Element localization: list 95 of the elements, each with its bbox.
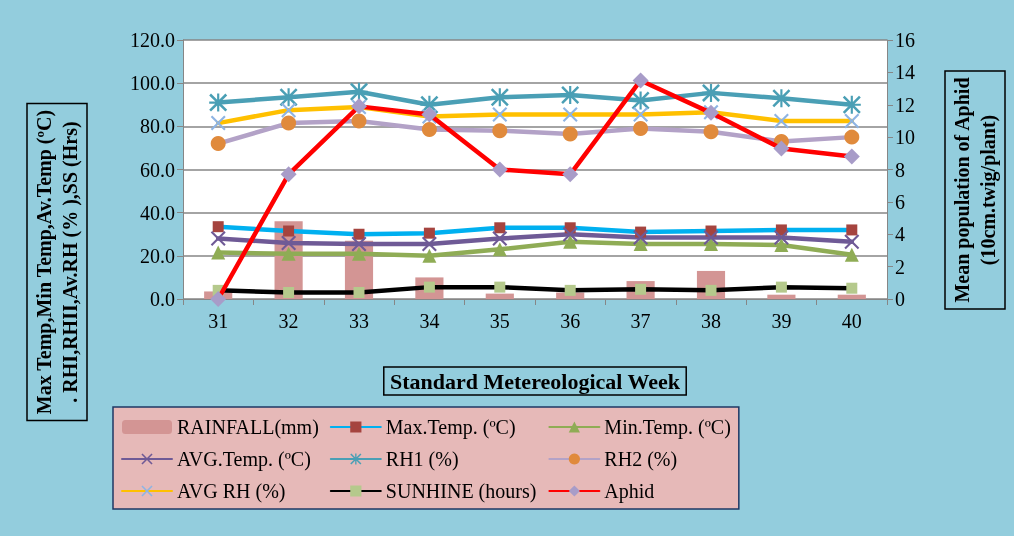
point (562, 126, 578, 142)
y2-tick-label: 8 (895, 158, 905, 181)
point (351, 113, 367, 129)
point (703, 124, 719, 140)
y2-tick-label: 12 (895, 93, 915, 116)
point (774, 238, 789, 253)
bar (485, 293, 514, 299)
point (281, 246, 296, 261)
y-axis-title: Max Temp,Min Temp,Av.Temp (ºC) . RHI,RHII,Av.RH (% ),SS (Hrs) (33, 109, 82, 415)
point (564, 284, 576, 296)
x-tick-label: 37 (630, 310, 651, 332)
point (844, 234, 860, 250)
y2-tick-label: 14 (895, 61, 915, 84)
legend-label: AVG.Temp. (ºC) (177, 448, 311, 471)
point (492, 231, 508, 247)
point (773, 140, 790, 157)
point (492, 123, 508, 139)
x-tick-label: 38 (701, 310, 721, 332)
point (421, 122, 437, 138)
point (633, 229, 649, 245)
point (280, 166, 297, 183)
y-tick-label: 80.0 (140, 115, 175, 138)
y2-tick-label: 4 (895, 223, 905, 246)
point (846, 282, 858, 294)
point (281, 115, 297, 131)
point (494, 281, 506, 293)
point (562, 106, 578, 122)
point (703, 229, 719, 245)
point (353, 228, 365, 240)
point (352, 246, 366, 261)
point (210, 291, 227, 307)
point (212, 221, 224, 233)
point (632, 72, 649, 89)
x-tick-label: 36 (560, 310, 581, 332)
legend-label: RAINFALL(mm) (177, 416, 319, 439)
bar (837, 294, 866, 299)
legend-label: Min.Temp. (ºC) (604, 416, 731, 439)
point (562, 166, 579, 183)
point (281, 235, 297, 251)
legend-label: Aphid (604, 480, 655, 503)
point (209, 93, 228, 112)
point (844, 113, 860, 129)
x-tick-label: 39 (771, 310, 792, 332)
point (773, 113, 789, 129)
x-tick-label: 35 (489, 310, 510, 332)
point (492, 106, 508, 122)
point (633, 106, 649, 122)
point (491, 161, 508, 178)
legend-label: RH1 (%) (385, 448, 459, 471)
point (422, 248, 437, 263)
legend-label: SUNHINE (hours) (385, 480, 537, 503)
y2-tick-label: 10 (895, 126, 915, 149)
point (283, 225, 295, 237)
point (633, 121, 649, 136)
point (775, 281, 787, 293)
legend-label: RH2 (%) (604, 448, 678, 471)
legend-label: AVG RH (%) (177, 480, 286, 503)
legend-label: Max.Temp. (ºC) (385, 416, 516, 439)
x-tick-label: 34 (419, 310, 440, 332)
point (421, 236, 437, 252)
x-tick-label: 33 (349, 310, 369, 332)
x-tick-label: 31 (208, 310, 229, 332)
point (773, 229, 789, 245)
y2-tick-label: 16 (895, 29, 915, 51)
point (210, 136, 226, 152)
point (423, 227, 435, 239)
point (844, 129, 860, 145)
y-tick-label: 20.0 (140, 244, 175, 267)
point (281, 102, 297, 118)
x-axis-title: Standard Metereological Week (389, 368, 681, 394)
y-tick-label: 120.0 (130, 29, 175, 51)
point (211, 245, 226, 260)
x-tick-label: 32 (278, 310, 299, 332)
bar (767, 294, 796, 299)
y-tick-label: 100.0 (130, 72, 175, 95)
x-tick-label: 40 (841, 310, 862, 332)
y2-tick-label: 0 (895, 288, 905, 310)
y-tick-label: 0.0 (150, 288, 175, 310)
point (283, 287, 295, 299)
point (351, 236, 367, 252)
point (210, 231, 226, 247)
point (844, 247, 859, 262)
y2-tick-label: 6 (895, 190, 905, 213)
y-tick-label: 60.0 (140, 158, 175, 181)
point (846, 224, 858, 236)
point (353, 287, 365, 299)
point (492, 242, 507, 257)
point (562, 226, 578, 242)
point (563, 234, 578, 249)
point (843, 148, 860, 165)
point (210, 115, 226, 131)
point (494, 222, 506, 234)
y2-tick-label: 2 (895, 255, 905, 278)
y2-axis-title: Mean population of Aphid (10cm.twig/plant) (951, 77, 1000, 303)
y-tick-label: 40.0 (140, 201, 175, 224)
